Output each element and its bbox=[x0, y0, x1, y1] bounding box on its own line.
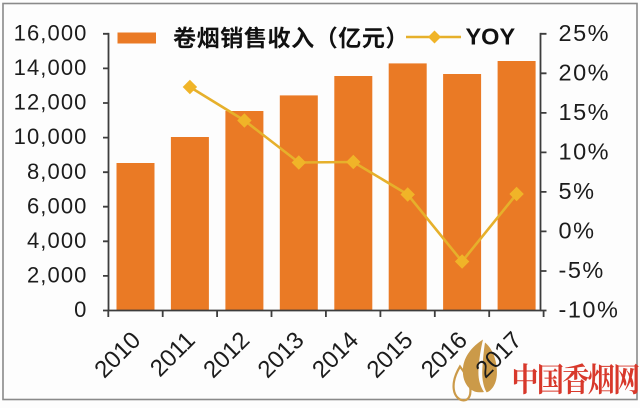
svg-text:25%: 25% bbox=[559, 20, 611, 46]
svg-text:5%: 5% bbox=[559, 178, 596, 204]
svg-text:-5%: -5% bbox=[559, 257, 605, 283]
svg-text:-10%: -10% bbox=[559, 297, 620, 323]
svg-text:10%: 10% bbox=[559, 138, 611, 164]
svg-text:10,000: 10,000 bbox=[14, 124, 88, 149]
svg-text:YOY: YOY bbox=[466, 24, 516, 50]
svg-text:20%: 20% bbox=[559, 59, 611, 85]
svg-text:0: 0 bbox=[74, 297, 87, 322]
svg-text:4,000: 4,000 bbox=[27, 228, 88, 253]
svg-text:14,000: 14,000 bbox=[14, 55, 88, 80]
svg-text:15%: 15% bbox=[559, 99, 611, 125]
svg-text:16,000: 16,000 bbox=[14, 20, 88, 45]
svg-text:0%: 0% bbox=[559, 217, 596, 243]
svg-text:12,000: 12,000 bbox=[14, 90, 88, 115]
svg-text:8,000: 8,000 bbox=[27, 159, 88, 184]
svg-text:6,000: 6,000 bbox=[27, 193, 88, 218]
svg-text:2,000: 2,000 bbox=[27, 263, 88, 288]
